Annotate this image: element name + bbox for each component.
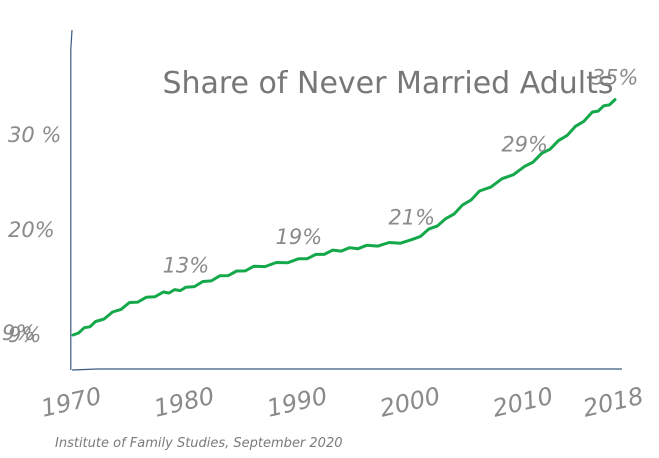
data-label: 13% [163, 253, 210, 277]
data-labels: 9% 13% 19% 21% 29% 35% [2, 66, 638, 345]
x-tick-label: 1970 [38, 382, 104, 423]
source-note: Institute of Family Studies, September 2… [55, 436, 343, 451]
y-tick-label: 30 % [8, 123, 61, 147]
axes [70, 29, 622, 371]
y-tick-label: 9% [8, 323, 41, 347]
data-label: 21% [388, 206, 435, 230]
y-tick-label: 20% [8, 218, 55, 242]
y-axis-line [70, 29, 73, 370]
x-tick-label: 1990 [264, 382, 330, 423]
x-axis-line [71, 368, 622, 371]
y-tick-labels: 9% 20% 30 % [8, 123, 61, 347]
x-tick-labels: 1970 1980 1990 2000 2010 2018 [38, 382, 646, 423]
data-label: 9% [2, 321, 35, 345]
data-label: 19% [275, 225, 322, 249]
data-label: 35% [592, 66, 639, 90]
x-tick-label: 2018 [580, 382, 646, 423]
series-group [71, 98, 617, 337]
data-label: 29% [501, 132, 548, 156]
chart-title: Share of Never Married Adults [162, 66, 613, 101]
series-line-0 [71, 98, 617, 337]
x-tick-label: 1980 [151, 382, 217, 423]
x-tick-label: 2000 [377, 382, 443, 423]
x-tick-label: 2010 [490, 382, 556, 423]
